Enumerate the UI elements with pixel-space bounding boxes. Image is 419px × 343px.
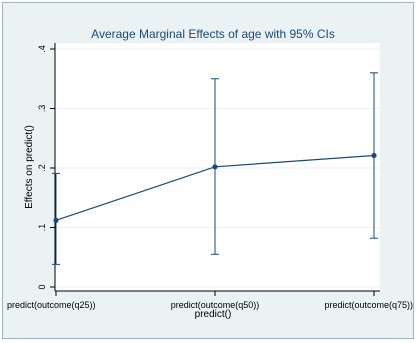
series-points: [53, 152, 377, 223]
chart-frame: 0.1.2.3.4 predict(outcome(q25)) predict(o…: [2, 2, 414, 339]
x-ticks: predict(outcome(q25)) predict(outcome(q50…: [7, 291, 413, 310]
y-tick-label: .1: [37, 224, 47, 232]
data-point: [371, 152, 377, 159]
y-ticks: 0 .1 .2 .3 .4: [37, 45, 55, 290]
grid-lines: [55, 48, 380, 288]
x-axis-title: predict(): [195, 309, 232, 320]
y-axis-title: Effects on predict(): [24, 125, 35, 209]
x-tick-label: predict(outcome(q75)): [324, 300, 413, 310]
x-tick-label: predict(outcome(q25)): [7, 300, 96, 310]
data-point: [53, 217, 59, 223]
chart-svg: 0.1.2.3.4 predict(outcome(q25)) predict(o…: [7, 27, 413, 320]
y-tick-label: .4: [37, 45, 47, 53]
y-tick-label: .2: [37, 164, 47, 172]
x-tick-label: predict(outcome(q50)): [171, 300, 260, 310]
data-point: [212, 164, 218, 170]
y-tick-label: .3: [37, 105, 47, 113]
y-tick-label: 0: [37, 284, 47, 289]
chart-title: Average Marginal Effects of age with 95%…: [91, 27, 335, 41]
